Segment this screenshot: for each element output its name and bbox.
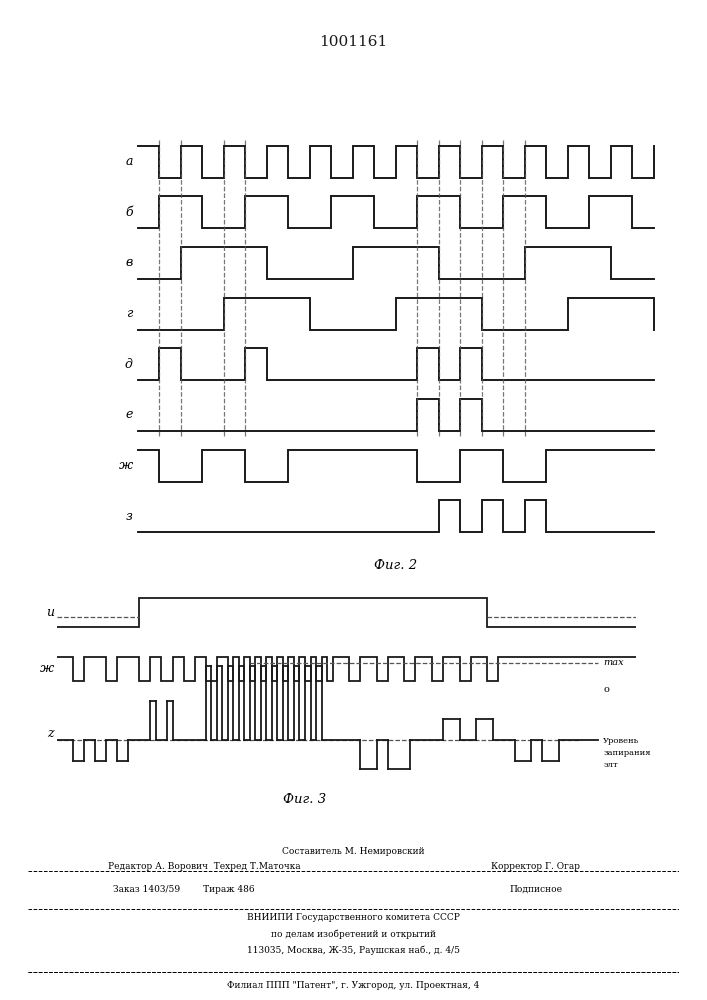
Text: Редактор А. Ворович  Техред Т.Маточка: Редактор А. Ворович Техред Т.Маточка (107, 862, 300, 871)
Text: z: z (47, 727, 54, 740)
Text: Уровень: Уровень (603, 737, 639, 745)
Text: 113035, Москва, Ж-35, Раушская наб., д. 4/5: 113035, Москва, Ж-35, Раушская наб., д. … (247, 946, 460, 955)
Text: б: б (125, 206, 133, 219)
Text: Составитель М. Немировский: Составитель М. Немировский (282, 847, 425, 856)
Text: д: д (124, 358, 133, 371)
Text: ж: ж (118, 459, 133, 472)
Text: г: г (127, 307, 133, 320)
Text: Фиг. 3: Фиг. 3 (284, 793, 327, 806)
Text: Фиг. 2: Фиг. 2 (375, 559, 417, 572)
Text: з: з (126, 510, 133, 523)
Text: е: е (125, 408, 133, 422)
Text: Корректор Г. Огар: Корректор Г. Огар (491, 862, 580, 871)
Text: элт: элт (603, 761, 618, 769)
Text: запирания: запирания (603, 749, 650, 757)
Text: Филиал ППП "Патент", г. Ужгород, ул. Проектная, 4: Филиал ППП "Патент", г. Ужгород, ул. Про… (228, 981, 479, 990)
Text: по делам изобретений и открытий: по делам изобретений и открытий (271, 929, 436, 939)
Text: ж: ж (40, 662, 54, 675)
Text: max: max (603, 658, 624, 667)
Text: u: u (46, 606, 54, 619)
Text: Подписное: Подписное (509, 885, 562, 894)
Text: o: o (603, 685, 609, 694)
Text: 1001161: 1001161 (320, 35, 387, 49)
Text: ВНИИПИ Государственного комитета СССР: ВНИИПИ Государственного комитета СССР (247, 913, 460, 922)
Text: Заказ 1403/59        Тираж 486: Заказ 1403/59 Тираж 486 (113, 885, 255, 894)
Text: в: в (125, 256, 133, 269)
Text: а: а (125, 155, 133, 168)
